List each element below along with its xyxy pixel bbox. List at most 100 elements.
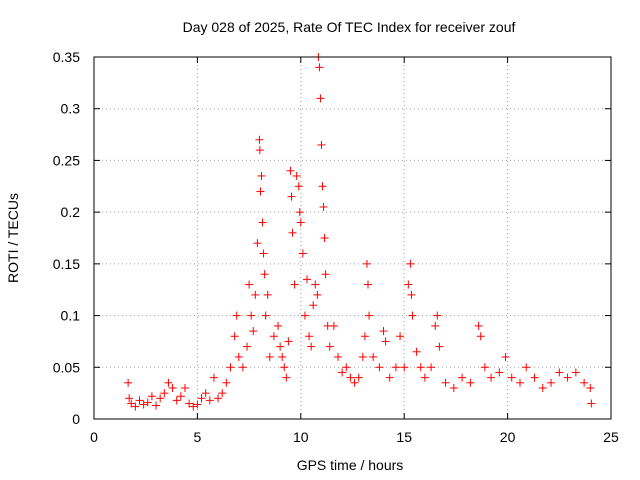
data-point — [259, 249, 268, 258]
data-point — [287, 192, 296, 201]
data-point — [243, 342, 252, 351]
data-point — [160, 389, 169, 398]
data-point — [586, 383, 595, 392]
data-point — [555, 368, 564, 377]
data-point — [185, 399, 194, 408]
data-point — [234, 352, 243, 361]
grid-lines — [94, 57, 611, 419]
data-point — [427, 363, 436, 372]
data-point — [180, 383, 189, 392]
data-point — [143, 398, 152, 407]
data-point — [295, 208, 304, 217]
data-point — [495, 368, 504, 377]
data-point — [300, 311, 309, 320]
data-point — [230, 332, 239, 341]
data-point — [358, 352, 367, 361]
data-point — [286, 166, 295, 175]
data-point — [329, 321, 338, 330]
data-point — [280, 363, 289, 372]
data-point — [362, 259, 371, 268]
data-point — [260, 270, 269, 279]
data-point — [360, 332, 369, 341]
data-point — [381, 337, 390, 346]
data-point — [218, 389, 227, 398]
data-point — [256, 187, 265, 196]
data-point — [298, 249, 307, 258]
x-tick-label: 0 — [90, 429, 98, 445]
data-point — [284, 337, 293, 346]
data-point — [257, 171, 266, 180]
data-point — [321, 270, 330, 279]
y-tick-label: 0.3 — [61, 101, 81, 117]
data-point — [416, 363, 425, 372]
data-point — [408, 311, 417, 320]
data-point — [251, 290, 260, 299]
data-point — [189, 402, 198, 411]
data-point — [255, 146, 264, 155]
y-tick-label: 0.2 — [61, 204, 81, 220]
data-point — [290, 280, 299, 289]
data-point — [201, 389, 210, 398]
data-point — [433, 311, 442, 320]
data-point — [131, 402, 140, 411]
data-point — [147, 392, 156, 401]
data-point — [261, 311, 270, 320]
data-point — [245, 280, 254, 289]
data-point — [385, 373, 394, 382]
data-point — [282, 373, 291, 382]
data-point — [226, 363, 235, 372]
data-point — [435, 342, 444, 351]
data-point — [265, 352, 274, 361]
y-axis-label: ROTI / TECUs — [5, 193, 21, 283]
data-point — [580, 378, 589, 387]
y-tick-label: 0.1 — [61, 308, 81, 324]
data-point — [164, 378, 173, 387]
data-point — [507, 373, 516, 382]
data-point — [530, 373, 539, 382]
x-tick-label: 10 — [293, 429, 309, 445]
data-point — [391, 363, 400, 372]
x-tick-label: 25 — [603, 429, 619, 445]
data-point — [276, 342, 285, 351]
data-point — [193, 400, 202, 409]
data-point — [255, 135, 264, 144]
data-point — [538, 383, 547, 392]
data-point — [431, 321, 440, 330]
data-point — [318, 182, 327, 191]
y-tick-label: 0.35 — [53, 49, 80, 65]
data-point — [354, 373, 363, 382]
data-point — [232, 311, 241, 320]
data-point — [303, 275, 312, 284]
data-point — [317, 140, 326, 149]
data-point — [197, 394, 206, 403]
y-tick-label: 0.05 — [53, 359, 80, 375]
data-point — [396, 332, 405, 341]
data-point — [311, 280, 320, 289]
data-point — [342, 363, 351, 372]
data-point — [480, 363, 489, 372]
data-point — [350, 378, 359, 387]
data-point — [263, 290, 272, 299]
data-point — [458, 373, 467, 382]
data-point — [176, 392, 185, 401]
data-point — [292, 171, 301, 180]
data-point — [249, 327, 258, 336]
data-point — [172, 396, 181, 405]
data-point — [404, 280, 413, 289]
y-tick-label: 0.25 — [53, 152, 80, 168]
data-point — [205, 396, 214, 405]
data-point — [305, 332, 314, 341]
data-points — [124, 53, 596, 411]
data-point — [407, 290, 416, 299]
data-point — [476, 332, 485, 341]
data-point — [209, 373, 218, 382]
data-point — [369, 352, 378, 361]
data-point — [168, 383, 177, 392]
data-point — [307, 342, 316, 351]
x-axis-label: GPS time / hours — [297, 457, 404, 473]
data-point — [135, 396, 144, 405]
data-point — [334, 352, 343, 361]
data-point — [258, 218, 267, 227]
data-point — [441, 378, 450, 387]
